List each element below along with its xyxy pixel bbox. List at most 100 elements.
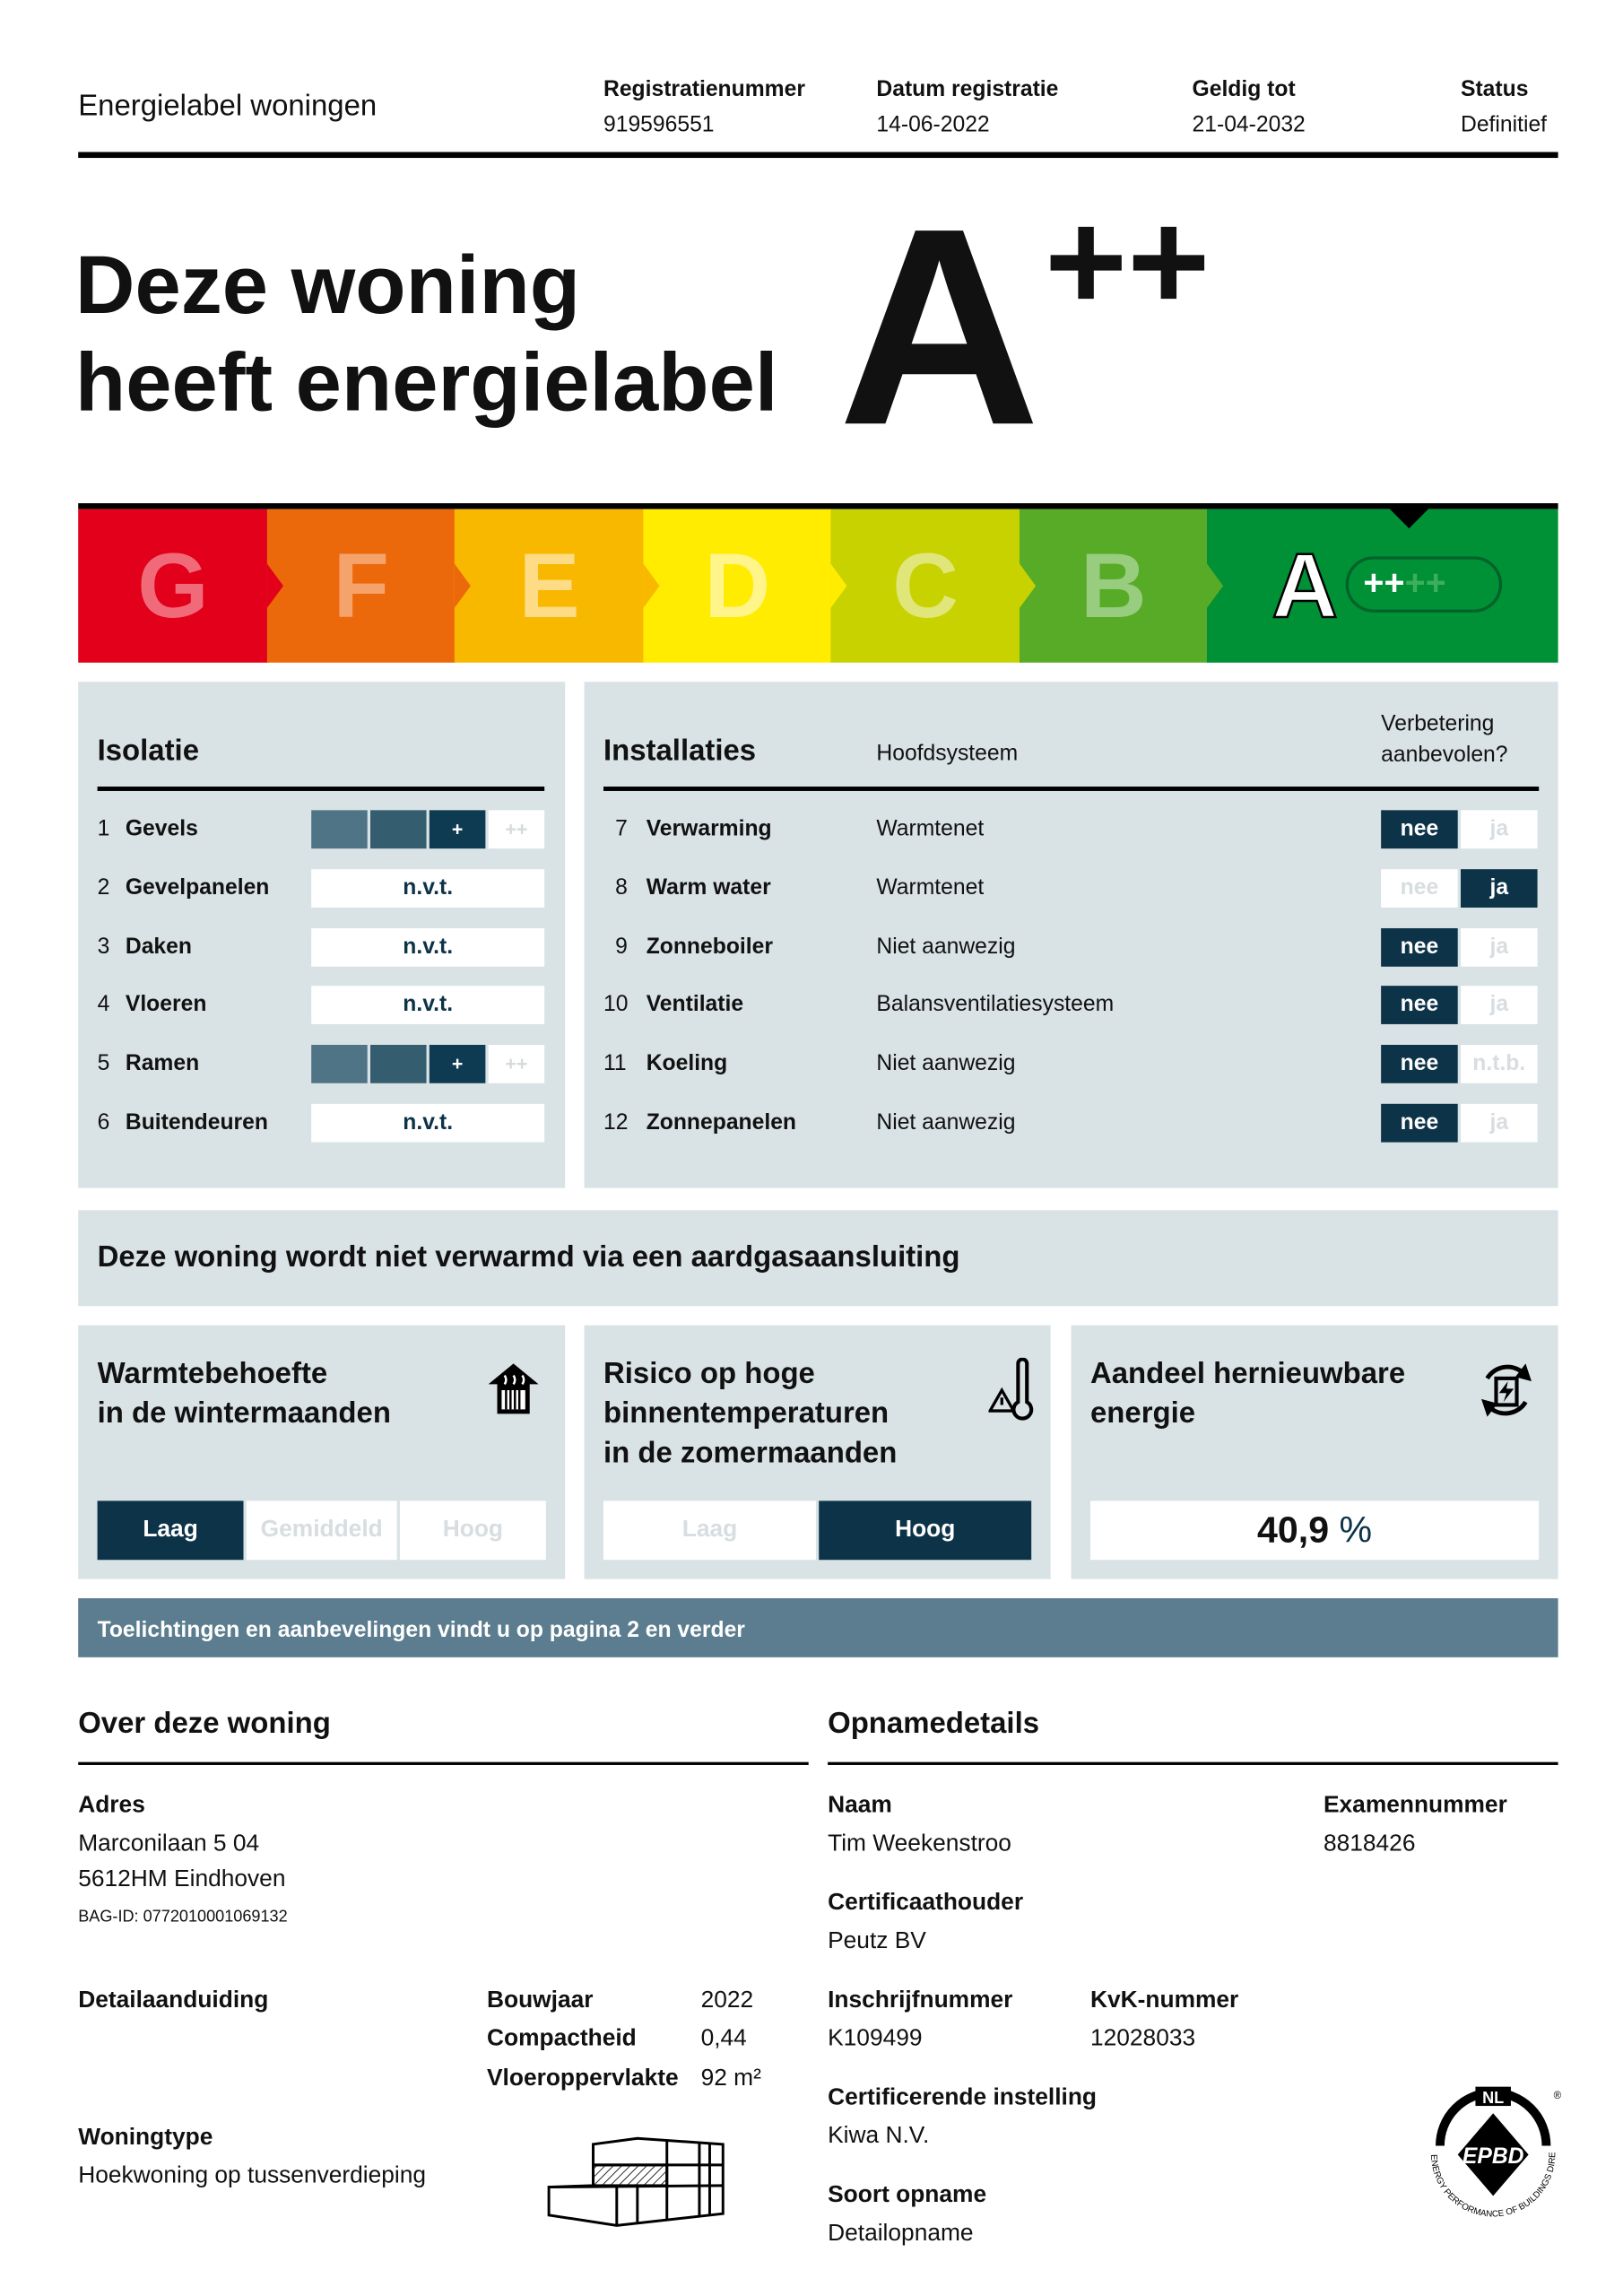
compactheid-label: Compactheid bbox=[486, 2026, 637, 2052]
option-ja: ja bbox=[1460, 986, 1538, 1025]
isolatie-panel: Isolatie 1 Gevels + ++ 2 Gevelpanelen n.v.t. 3 D… bbox=[78, 682, 566, 1188]
row-number: 1 bbox=[97, 815, 110, 841]
option-ja: n.t.b. bbox=[1460, 1045, 1538, 1084]
woningtype-label: Woningtype bbox=[78, 2125, 213, 2151]
certificaathouder-value: Peutz BV bbox=[828, 1928, 926, 1954]
energy-class-letter: G bbox=[137, 535, 209, 638]
class-arrow bbox=[642, 563, 659, 608]
examennummer-label: Examennummer bbox=[1323, 1793, 1507, 1819]
kvk-value: 12028033 bbox=[1089, 2026, 1196, 2052]
row-number: 12 bbox=[603, 1109, 629, 1135]
isolatie-rating: n.v.t. bbox=[311, 986, 545, 1025]
improvement-toggle: nee ja bbox=[1381, 1103, 1538, 1143]
row-system: Niet aanwezig bbox=[876, 933, 1016, 959]
woning-rule bbox=[78, 1761, 809, 1765]
instelling-value: Kiwa N.V. bbox=[828, 2123, 930, 2149]
info-bar-text: Toelichtingen en aanbevelingen vindt u o… bbox=[97, 1617, 745, 1643]
energy-class-D: D bbox=[642, 509, 833, 663]
option-nee: nee bbox=[1381, 1045, 1458, 1084]
opname-title: Opnamedetails bbox=[828, 1707, 1040, 1740]
renewable-value: 40,9 bbox=[1257, 1509, 1330, 1552]
isolatie-row: 3 Daken n.v.t. bbox=[98, 927, 545, 967]
inschrijfnummer-value: K109499 bbox=[828, 2026, 923, 2052]
info-bar: Toelichtingen en aanbevelingen vindt u o… bbox=[78, 1598, 1558, 1657]
kvk-label: KvK-nummer bbox=[1089, 1987, 1239, 2013]
label-plus: ++ bbox=[1044, 183, 1211, 342]
installatie-row: 8 Warm water Warmtenet nee ja bbox=[603, 868, 1548, 908]
row-system: Warmtenet bbox=[876, 815, 985, 841]
header-field-label: Geldig tot bbox=[1192, 76, 1296, 102]
isolatie-rating: n.v.t. bbox=[311, 868, 545, 908]
col-verbetering-2: aanbevolen? bbox=[1381, 742, 1508, 768]
bag-id: BAG-ID: 0772010001069132 bbox=[78, 1908, 288, 1926]
row-system: Niet aanwezig bbox=[876, 1109, 1016, 1135]
class-arrow bbox=[830, 563, 847, 608]
header-field-value: 919596551 bbox=[603, 112, 715, 138]
row-number: 8 bbox=[615, 874, 628, 900]
renewable-cycle-icon bbox=[1481, 1363, 1532, 1417]
class-arrow bbox=[1206, 563, 1224, 608]
installaties-panel: Installaties Hoofdsysteem Verbetering aa… bbox=[584, 682, 1558, 1188]
option-nee: nee bbox=[1381, 927, 1458, 967]
option-nee: nee bbox=[1381, 986, 1458, 1025]
house-heating-icon bbox=[488, 1363, 539, 1414]
option-laag: Laag bbox=[97, 1500, 244, 1561]
naam-value: Tim Weekenstroo bbox=[828, 1831, 1011, 1857]
soort-opname-value: Detailopname bbox=[828, 2221, 974, 2247]
option-laag: Laag bbox=[603, 1500, 816, 1561]
energy-class-A: A bbox=[1206, 509, 1558, 663]
row-number: 5 bbox=[97, 1050, 110, 1076]
gas-banner-text: Deze woning wordt niet verwarmd via een … bbox=[97, 1240, 960, 1274]
rating-cell bbox=[311, 810, 368, 849]
installatie-row: 9 Zonneboiler Niet aanwezig nee ja bbox=[603, 927, 1548, 967]
energy-class-F: F bbox=[266, 509, 456, 663]
energy-class-letter: E bbox=[518, 535, 580, 638]
card-title-line: in de zomermaanden bbox=[603, 1437, 898, 1470]
vloeroppervlakte-value: 92 m² bbox=[700, 2066, 761, 2092]
row-label: Zonnepanelen bbox=[646, 1109, 797, 1135]
nvt-value: n.v.t. bbox=[311, 1103, 545, 1143]
registered-mark: ® bbox=[1554, 2091, 1562, 2101]
adres-line-2: 5612HM Eindhoven bbox=[78, 1866, 286, 1892]
epbd-logo: NL EPBD ENERGY PERFORMANCE OF BUILDINGS … bbox=[1419, 2081, 1562, 2219]
card-title-line: energie bbox=[1089, 1397, 1196, 1431]
plus-lit: ++ bbox=[1363, 563, 1405, 604]
class-arrow bbox=[266, 563, 283, 608]
card-title-line: Risico op hoge bbox=[603, 1357, 815, 1391]
bouwjaar-value: 2022 bbox=[700, 1987, 754, 2013]
soort-opname-label: Soort opname bbox=[828, 2182, 987, 2208]
building-type-icon bbox=[547, 2136, 725, 2227]
energy-class-letter: A bbox=[1271, 534, 1339, 638]
row-label: Zonneboiler bbox=[646, 933, 773, 959]
option-hoog: Hoog bbox=[399, 1500, 546, 1561]
nvt-value: n.v.t. bbox=[311, 868, 545, 908]
header-rule bbox=[78, 152, 1558, 159]
rating-cell bbox=[370, 810, 427, 849]
hero-line-2: heeft energielabel bbox=[74, 335, 778, 429]
logo-text: EPBD bbox=[1462, 2144, 1524, 2169]
row-label: Vloeren bbox=[125, 992, 207, 1018]
isolatie-rule bbox=[97, 787, 545, 791]
option-ja: ja bbox=[1460, 810, 1538, 849]
isolatie-row: 2 Gevelpanelen n.v.t. bbox=[98, 868, 545, 908]
row-label: Ventilatie bbox=[646, 992, 744, 1018]
card-title-line: Aandeel hernieuwbare bbox=[1089, 1357, 1406, 1391]
header-field-value: 14-06-2022 bbox=[876, 112, 990, 138]
row-number: 7 bbox=[615, 815, 628, 841]
row-system: Balansventilatiesysteem bbox=[876, 992, 1115, 1018]
adres-line-1: Marconilaan 5 04 bbox=[78, 1831, 260, 1857]
rating-cell: ++ bbox=[488, 1045, 545, 1084]
energy-class-G: G bbox=[78, 509, 268, 663]
improvement-toggle: nee n.t.b. bbox=[1381, 1045, 1538, 1084]
improvement-toggle: nee ja bbox=[1381, 986, 1538, 1025]
isolatie-rating: + ++ bbox=[311, 1045, 545, 1084]
rating-cell: ++ bbox=[488, 810, 545, 849]
installatie-row: 12 Zonnepanelen Niet aanwezig nee ja bbox=[603, 1103, 1548, 1143]
label-letter: A bbox=[838, 170, 1041, 484]
document-title: Energielabel woningen bbox=[78, 90, 378, 123]
header-field-label: Status bbox=[1460, 76, 1529, 102]
isolatie-rating: n.v.t. bbox=[311, 927, 545, 967]
improvement-toggle: nee ja bbox=[1381, 868, 1538, 908]
isolatie-title: Isolatie bbox=[97, 735, 200, 768]
compactheid-value: 0,44 bbox=[700, 2026, 747, 2052]
